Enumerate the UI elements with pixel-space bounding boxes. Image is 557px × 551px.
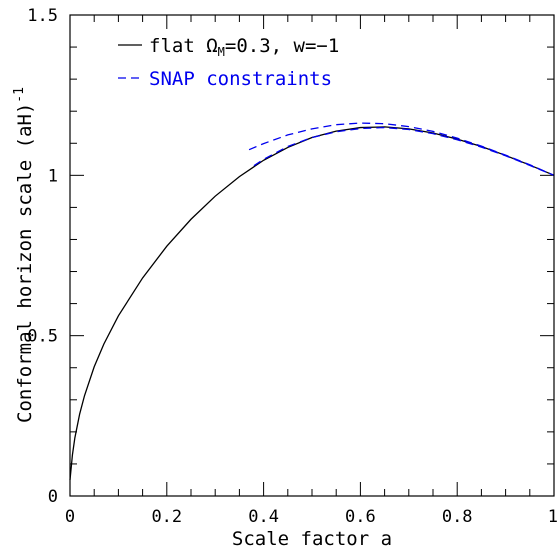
y-tick-label: 1 — [48, 166, 58, 186]
tick-labels: 0 0.2 0.4 0.6 0.8 1 0 0.5 1 1.5 — [27, 6, 557, 527]
snap-constraint-line — [248, 122, 555, 176]
model-curve — [69, 126, 555, 481]
x-tick-label: 0.8 — [442, 507, 473, 527]
x-tick-label: 0.4 — [248, 507, 279, 527]
x-tick-label: 1 — [548, 507, 557, 527]
y-tick-label: 0.5 — [27, 327, 58, 347]
y-tick-label: 0 — [48, 487, 58, 507]
legend: flat ΩM=0.3, w=−1 SNAP constraints — [118, 35, 339, 90]
x-tick-label: 0.6 — [345, 507, 376, 527]
plot-frame — [69, 14, 555, 497]
y-axis-title: Conformal horizon scale (aH)-1 — [12, 87, 36, 423]
y-tick-label: 1.5 — [27, 6, 58, 26]
x-axis-title: Scale factor a — [232, 528, 392, 550]
legend-label-snap: SNAP constraints — [149, 68, 332, 90]
x-tick-label: 0.2 — [151, 507, 182, 527]
legend-label-model: flat ΩM=0.3, w=−1 — [149, 35, 339, 59]
x-tick-label: 0 — [65, 507, 75, 527]
data-series — [69, 122, 555, 481]
snap-constraint-line — [253, 126, 555, 176]
